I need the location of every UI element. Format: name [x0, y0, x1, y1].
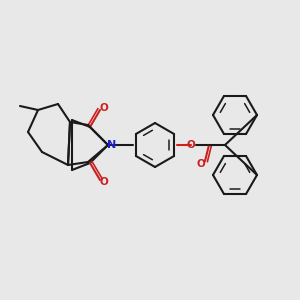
Text: O: O: [187, 140, 195, 150]
Text: O: O: [100, 103, 108, 113]
Text: O: O: [100, 177, 108, 187]
Text: N: N: [107, 140, 117, 150]
Text: O: O: [196, 159, 206, 169]
